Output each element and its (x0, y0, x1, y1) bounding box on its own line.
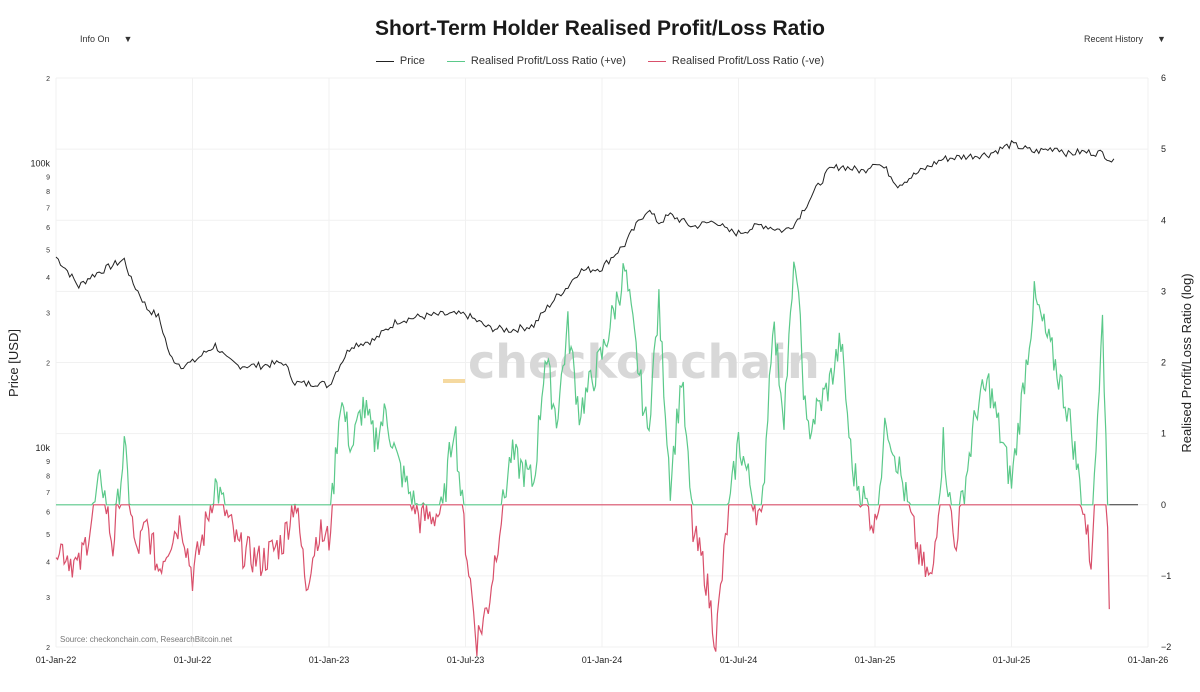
legend-label-ratio-positive: Realised Profit/Loss Ratio (+ve) (470, 55, 626, 67)
y-right-tick-label: 2 (1161, 358, 1166, 368)
y-left-minor-tick-label: 8 (46, 474, 50, 481)
ratio-positive-line (56, 261, 1110, 506)
ratio-negative-line (55, 502, 1110, 657)
y-left-minor-tick-label: 4 (46, 275, 50, 282)
watermark-mark (443, 379, 465, 383)
x-tick-label: 01-Jul-24 (720, 655, 758, 665)
y-axis-left-label: Price [USD] (6, 329, 21, 397)
y-right-tick-label: 6 (1161, 73, 1166, 83)
y-left-minor-tick-label: 2 (46, 645, 50, 652)
y-right-tick-label: −2 (1161, 642, 1171, 652)
price-line (55, 139, 1115, 389)
y-left-minor-tick-label: 4 (46, 559, 50, 566)
legend-swatch-ratio-positive (446, 60, 465, 62)
x-tick-label: 01-Jan-24 (582, 655, 623, 665)
gridlines (55, 77, 1149, 648)
y-left-minor-tick-label: 2 (46, 76, 50, 83)
source-note: Source: checkonchain.com, ResearchBitcoi… (60, 635, 233, 644)
y-left-minor-tick-label: 2 (46, 361, 50, 368)
x-tick-label: 01-Jan-22 (36, 655, 77, 665)
y-left-minor-tick-label: 7 (46, 206, 50, 213)
legend-swatch-price (375, 60, 394, 62)
y-left-minor-tick-label: 9 (46, 459, 50, 466)
y-left-minor-tick-label: 6 (46, 509, 50, 516)
x-tick-label: 01-Jul-22 (174, 655, 212, 665)
history-range-dropdown[interactable]: Recent History ▼ (1084, 30, 1166, 48)
y-right-tick-label: −1 (1161, 571, 1171, 581)
legend-label-ratio-negative: Realised Profit/Loss Ratio (-ve) (671, 55, 825, 67)
axes: 01-Jan-22 01-Jul-22 01-Jan-23 01-Jul-23 01-J… (30, 73, 1171, 665)
chevron-down-icon: ▼ (1157, 34, 1166, 44)
y-left-minor-tick-label: 5 (46, 247, 50, 254)
legend-swatch-ratio-negative (647, 60, 666, 62)
history-range-label: Recent History (1084, 34, 1144, 44)
y-left-minor-tick-label: 5 (46, 532, 50, 539)
data-series (55, 139, 1138, 657)
legend-label-price: Price (399, 55, 425, 67)
y-right-tick-label: 5 (1161, 144, 1166, 154)
y-left-minor-tick-label: 7 (46, 490, 50, 497)
chart-legend: Price Realised Profit/Loss Ratio (+ve) R… (0, 55, 1200, 67)
watermark-text: checkonchain (468, 335, 820, 389)
legend-item-price[interactable]: Price (375, 55, 425, 67)
y-right-tick-label: 4 (1161, 215, 1166, 225)
y-left-minor-tick-label: 6 (46, 225, 50, 232)
y-left-major-tick-label: 10k (35, 443, 50, 453)
y-right-tick-label: 0 (1161, 500, 1166, 510)
legend-item-ratio-positive[interactable]: Realised Profit/Loss Ratio (+ve) (446, 55, 626, 67)
chevron-down-icon: ▼ (123, 34, 133, 44)
y-left-minor-tick-label: 8 (46, 189, 50, 196)
y-left-minor-tick-label: 3 (46, 595, 50, 602)
info-toggle-dropdown[interactable]: Info On ▼ (80, 30, 132, 48)
y-right-tick-label: 3 (1161, 286, 1166, 296)
chart-title: Short-Term Holder Realised Profit/Loss R… (374, 17, 825, 40)
y-left-minor-tick-label: 9 (46, 175, 50, 182)
y-right-tick-label: 1 (1161, 429, 1166, 439)
y-left-major-tick-label: 100k (30, 159, 50, 169)
x-tick-label: 01-Jan-26 (1128, 655, 1169, 665)
x-tick-label: 01-Jan-25 (855, 655, 896, 665)
x-tick-label: 01-Jan-23 (309, 655, 350, 665)
y-axis-right-label: Realised Profit/Loss Ratio (log) (1179, 273, 1194, 452)
y-left-minor-tick-label: 3 (46, 310, 50, 317)
info-toggle-label: Info On (80, 34, 110, 44)
x-tick-label: 01-Jul-23 (447, 655, 485, 665)
legend-item-ratio-negative[interactable]: Realised Profit/Loss Ratio (-ve) (647, 55, 825, 67)
x-tick-label: 01-Jul-25 (993, 655, 1031, 665)
